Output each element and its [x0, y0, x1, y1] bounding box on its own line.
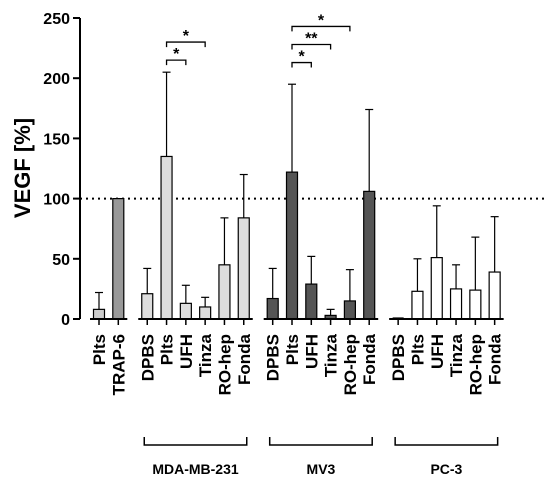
y-tick-label-0: 0	[61, 312, 70, 329]
x-tick-label-8: DPBS	[264, 334, 283, 381]
x-tick-label-2: DPBS	[138, 334, 157, 381]
x-tick-label-11: Tinza	[322, 333, 341, 377]
bar-4	[179, 302, 192, 320]
significance-label-3: **	[305, 30, 318, 47]
x-tick-label-12: RO-hep	[341, 334, 360, 395]
bar-19	[488, 271, 501, 320]
group-bracket-0	[143, 437, 248, 446]
x-tick-label-6: RO-hep	[215, 334, 234, 395]
y-tick-label-4: 200	[43, 71, 70, 88]
bar-7	[237, 217, 250, 320]
y-tick-label-3: 150	[43, 131, 70, 148]
group-label-1: MV3	[307, 461, 336, 477]
x-tick-label-4: UFH	[177, 334, 196, 369]
bar-9	[285, 171, 299, 320]
x-tick-label-16: UFH	[428, 334, 447, 369]
x-tick-label-19: Fonda	[486, 333, 505, 385]
x-tick-label-1: TRAP-6	[109, 334, 128, 395]
y-tick-label-5: 250	[43, 11, 70, 28]
significance-bracket-3	[291, 43, 332, 50]
x-tick-label-10: UFH	[302, 334, 321, 369]
group-bracket-1	[268, 437, 373, 446]
y-tick-label-2: 100	[43, 192, 70, 209]
group-label-2: PC-3	[430, 461, 462, 477]
bar-1	[112, 198, 125, 320]
x-tick-label-7: Fonda	[235, 333, 254, 385]
significance-bracket-1	[165, 41, 206, 48]
bar-18	[469, 289, 482, 320]
significance-label-2: *	[299, 49, 306, 66]
bar-10	[305, 283, 318, 320]
x-tick-label-14: DPBS	[389, 334, 408, 381]
bar-17	[449, 288, 463, 320]
bar-15	[411, 290, 424, 320]
significance-bracket-2	[291, 61, 312, 68]
bar-5	[199, 306, 212, 320]
bar-8	[266, 297, 279, 320]
x-tick-label-15: Plts	[408, 334, 427, 365]
y-axis-label: VEGF [%]	[10, 118, 35, 218]
bar-12	[343, 300, 356, 320]
bar-0	[92, 308, 106, 320]
significance-label-4: *	[318, 12, 325, 29]
x-tick-label-17: Tinza	[447, 333, 466, 377]
x-tick-label-0: Plts	[90, 334, 109, 365]
group-bracket-2	[394, 437, 499, 446]
x-tick-label-13: Fonda	[360, 333, 379, 385]
bar-6	[218, 264, 231, 320]
x-tick-label-9: Plts	[283, 334, 302, 365]
significance-label-1: *	[183, 28, 190, 45]
significance-label-0: *	[173, 46, 180, 63]
bar-3	[160, 155, 173, 320]
bar-13	[363, 190, 376, 320]
x-tick-label-5: Tinza	[196, 333, 215, 377]
group-label-0: MDA-MB-231	[152, 461, 239, 477]
x-tick-label-3: Plts	[158, 334, 177, 365]
significance-bracket-4	[291, 25, 351, 32]
y-tick-label-1: 50	[52, 252, 70, 269]
bar-2	[141, 293, 154, 320]
x-tick-label-18: RO-hep	[466, 334, 485, 395]
bar-16	[430, 256, 443, 320]
significance-bracket-0	[165, 59, 187, 66]
